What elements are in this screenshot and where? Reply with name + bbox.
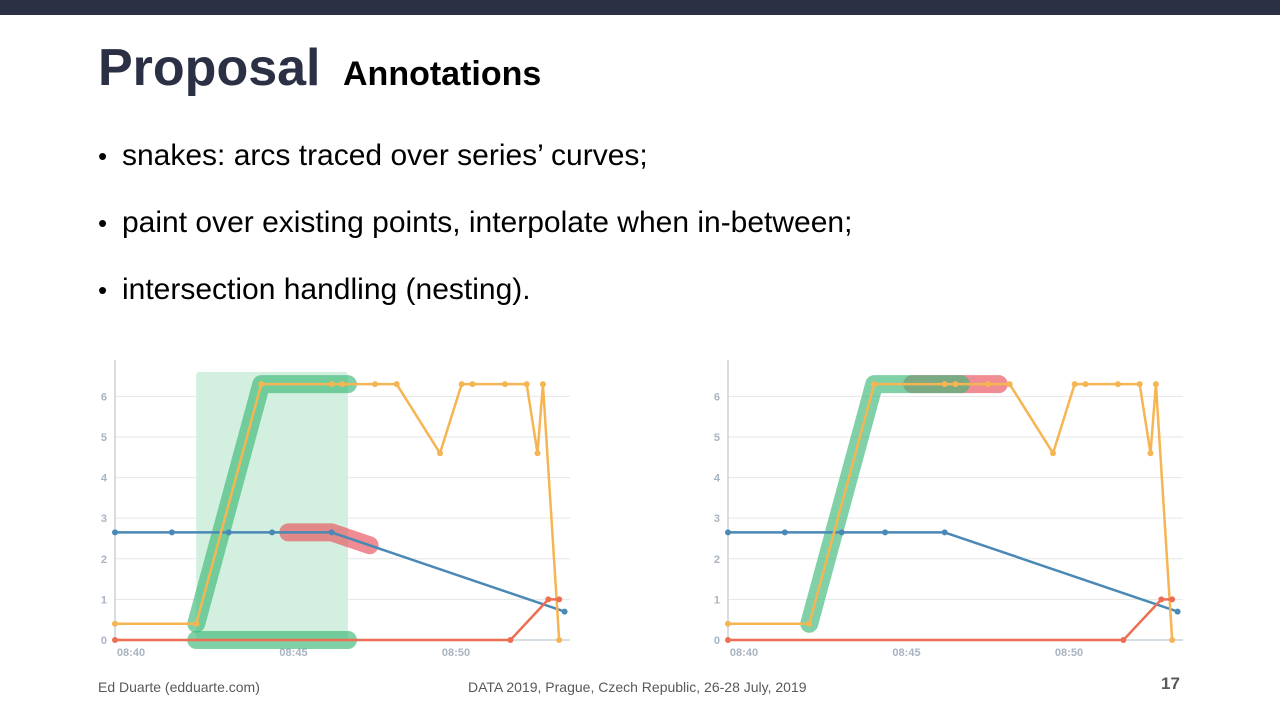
y-tick-label: 0 [714, 635, 720, 647]
data-point [838, 529, 845, 536]
data-point [1152, 381, 1159, 388]
slide-subtitle: Annotations [343, 55, 542, 93]
data-point [725, 637, 731, 643]
y-tick-label: 4 [714, 473, 721, 485]
series-line [115, 598, 560, 642]
y-tick-label: 1 [714, 594, 720, 606]
y-tick-label: 2 [714, 554, 720, 566]
data-point [941, 529, 948, 536]
data-point [112, 637, 118, 643]
data-point [112, 620, 118, 627]
annotation-band [196, 372, 348, 640]
y-tick-label: 2 [101, 554, 107, 566]
data-point [985, 381, 991, 388]
data-point [1071, 381, 1078, 388]
data-point [328, 529, 335, 536]
data-point [1120, 637, 1127, 643]
data-point [168, 529, 175, 536]
data-point [1147, 450, 1154, 457]
data-point [339, 381, 346, 388]
x-tick-label: 08:45 [892, 647, 920, 659]
data-point [193, 620, 200, 627]
series-line [728, 382, 1174, 641]
data-point [372, 381, 378, 388]
data-point [882, 529, 889, 536]
x-tick-label: 08:50 [442, 647, 470, 659]
data-point [1006, 381, 1013, 388]
data-point [1169, 596, 1176, 603]
data-point [523, 381, 530, 388]
x-tick-label: 08:40 [117, 647, 145, 659]
data-point [941, 381, 948, 388]
data-point [458, 381, 465, 388]
data-point [328, 381, 335, 388]
data-point [507, 637, 514, 643]
series-line [728, 598, 1173, 642]
y-tick-label: 3 [714, 513, 720, 525]
data-point [561, 608, 568, 615]
data-point [556, 637, 563, 643]
data-point [534, 450, 541, 457]
bullet-list: snakes: arcs traced over series’ curves;… [98, 136, 852, 337]
data-point [1136, 381, 1143, 388]
data-point [725, 529, 731, 536]
series-line [728, 531, 1178, 613]
y-tick-label: 5 [714, 432, 720, 444]
data-point [806, 620, 813, 627]
footer-author: Ed Duarte (edduarte.com) [98, 679, 260, 695]
data-point [225, 529, 232, 536]
x-tick-label: 08:45 [279, 647, 307, 659]
data-point [1169, 637, 1176, 643]
data-point [437, 450, 443, 457]
data-point [1050, 450, 1056, 457]
y-tick-label: 6 [714, 391, 720, 403]
data-point [556, 596, 563, 603]
data-point [952, 381, 959, 388]
data-point [1158, 596, 1165, 603]
x-tick-label: 08:50 [1055, 647, 1083, 659]
page-number: 17 [1161, 674, 1180, 693]
annotated-line-chart-right: 0 1 2 3 4 5 6 08:40 08:45 08:50 [714, 360, 1183, 659]
bullet-item: snakes: arcs traced over series’ curves; [98, 136, 852, 203]
data-point [112, 529, 118, 536]
y-tick-label: 4 [101, 473, 108, 485]
y-tick-label: 5 [101, 432, 107, 444]
data-point [469, 381, 476, 388]
data-point [539, 381, 546, 388]
data-point [725, 620, 731, 627]
data-point [545, 596, 552, 603]
slide-title: Proposal [98, 39, 321, 97]
x-tick-label: 08:40 [730, 647, 758, 659]
y-tick-label: 0 [101, 635, 107, 647]
bullet-item: paint over existing points, interpolate … [98, 203, 852, 270]
bullet-item: intersection handling (nesting). [98, 270, 852, 337]
footer-event: DATA 2019, Prague, Czech Republic, 26-28… [468, 679, 807, 695]
series-line [115, 531, 565, 613]
annotated-line-chart-left: 0 1 2 3 4 5 6 08:40 08:45 08:50 [101, 360, 570, 659]
annotation-snake [800, 375, 970, 633]
data-point [393, 381, 400, 388]
data-point [1174, 608, 1181, 615]
data-point [1082, 381, 1089, 388]
data-point [781, 529, 788, 536]
data-point [1115, 381, 1121, 388]
data-point [871, 381, 878, 388]
top-bar [0, 0, 1280, 15]
y-tick-label: 6 [101, 391, 107, 403]
data-point [258, 381, 265, 388]
y-tick-label: 1 [101, 594, 107, 606]
y-tick-label: 3 [101, 513, 107, 525]
data-point [502, 381, 508, 388]
data-point [269, 529, 276, 536]
